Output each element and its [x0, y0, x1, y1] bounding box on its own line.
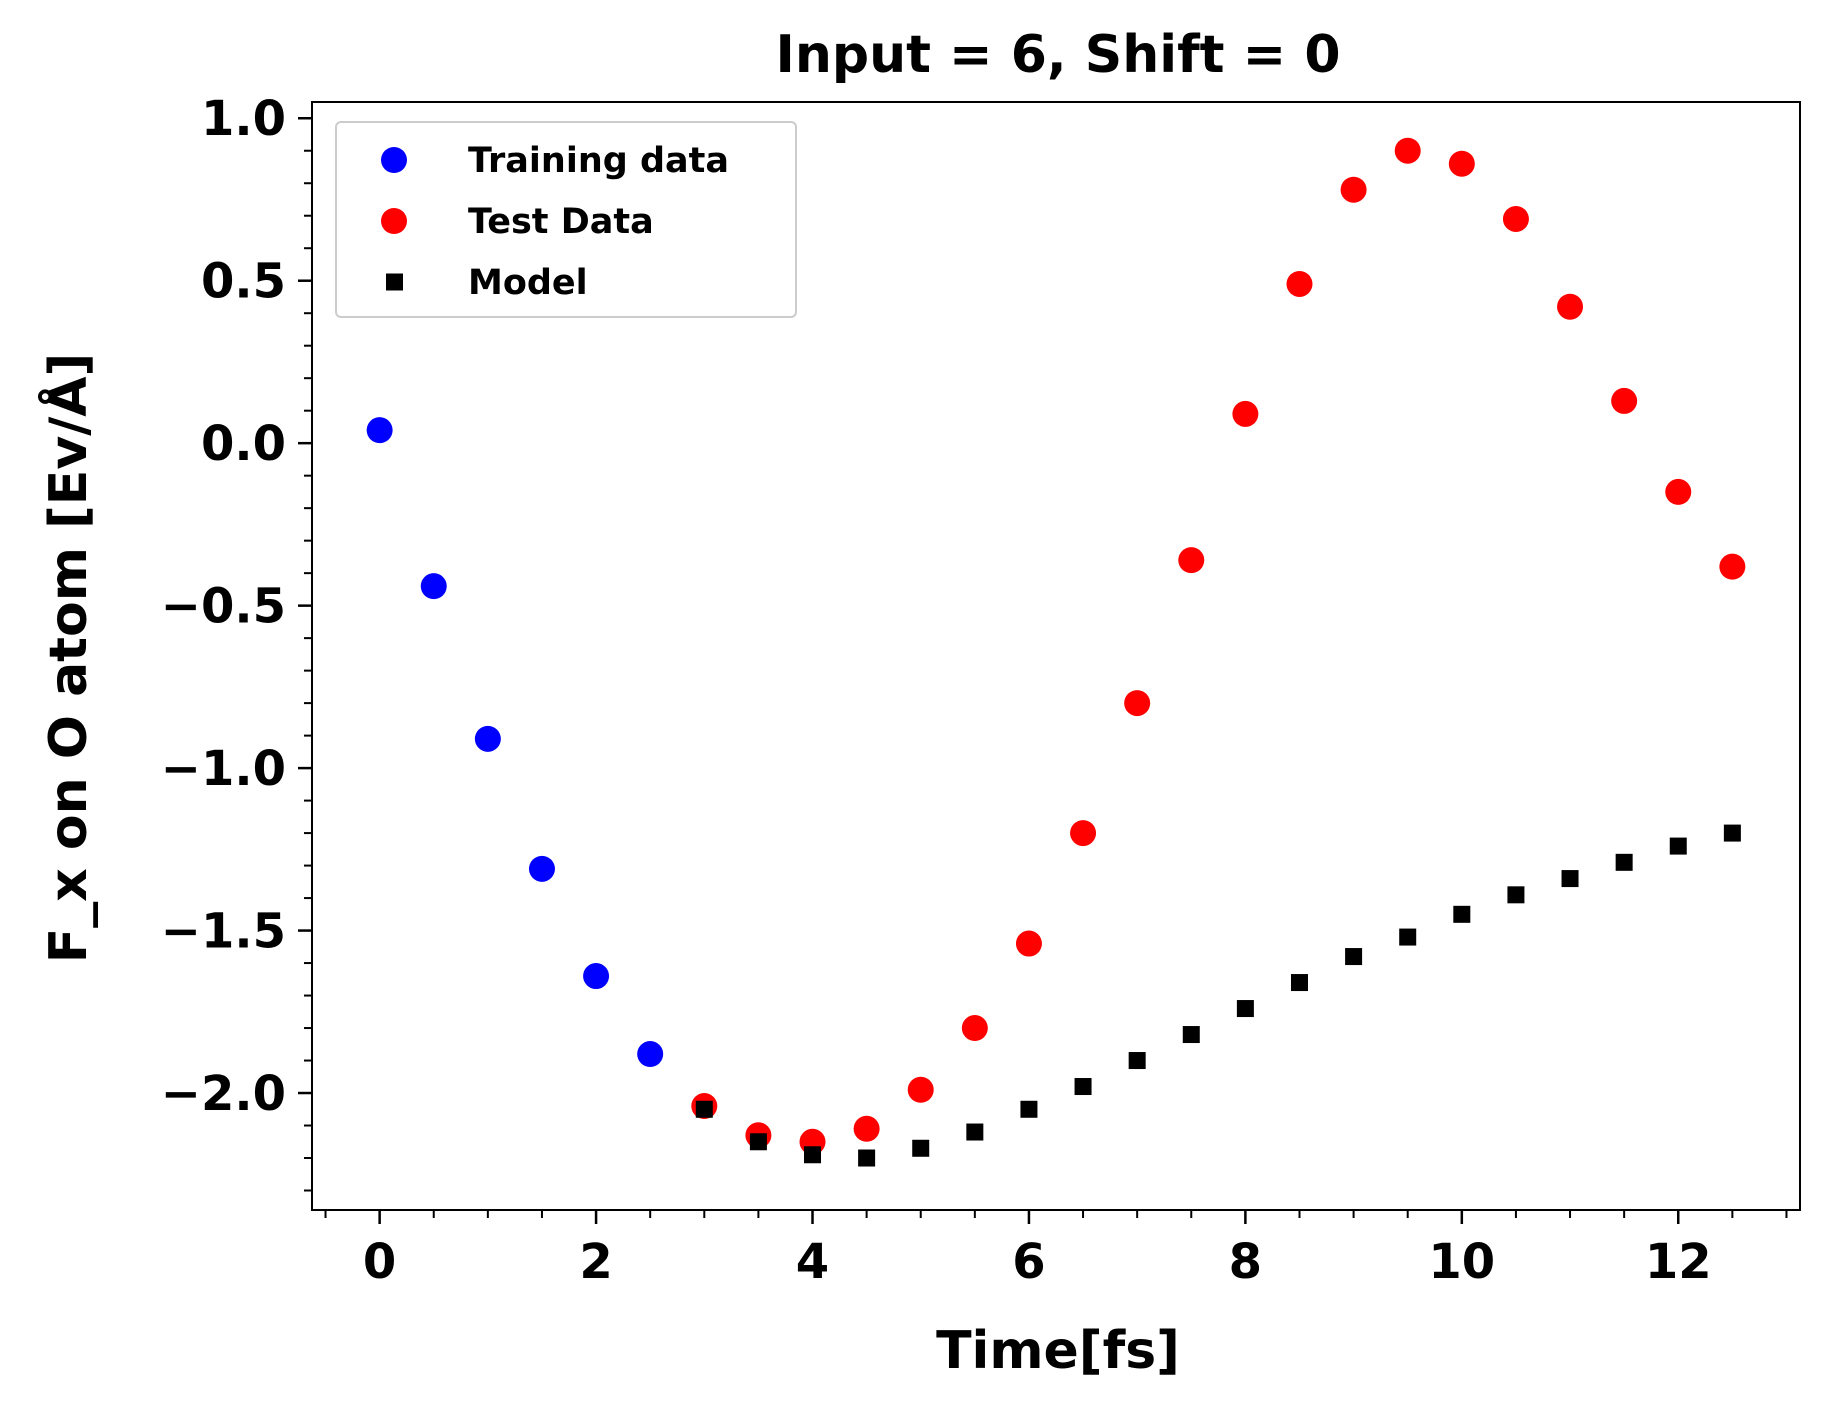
legend-model-marker — [386, 273, 403, 291]
y-tick-label: −1.0 — [161, 741, 286, 797]
test-data-point — [1015, 930, 1042, 957]
x-tick-label: 6 — [1012, 1234, 1045, 1290]
test-data-point — [1557, 293, 1584, 320]
x-tick-label: 8 — [1229, 1234, 1262, 1290]
test-data-point — [853, 1115, 880, 1142]
test-data-point — [1719, 553, 1746, 580]
y-tick-label: −1.5 — [161, 904, 286, 960]
chart-title: Input = 6, Shift = 0 — [775, 25, 1340, 85]
model-point — [804, 1146, 822, 1164]
test-data-point — [1394, 137, 1421, 164]
x-tick-label: 2 — [579, 1234, 612, 1290]
test-data-point — [1502, 205, 1529, 232]
training-data-point — [583, 963, 610, 990]
y-tick-label: 0.5 — [201, 254, 286, 310]
model-point — [1074, 1078, 1092, 1096]
model-point — [1453, 905, 1471, 923]
y-tick-label: 0.0 — [201, 416, 286, 472]
training-data-point — [420, 573, 447, 600]
test-data-point — [1448, 150, 1475, 177]
model-point — [1182, 1026, 1200, 1044]
test-data-point — [961, 1015, 988, 1042]
plot-frame — [311, 101, 1801, 1211]
training-data-point — [366, 417, 393, 444]
training-data-point — [637, 1041, 664, 1068]
test-data-point — [1232, 400, 1259, 427]
test-data-point — [1665, 478, 1692, 505]
legend-model-label: Model — [468, 263, 588, 303]
model-point — [1290, 974, 1308, 992]
test-data-point — [1178, 547, 1205, 574]
legend-box — [335, 121, 797, 318]
model-point — [1399, 928, 1417, 946]
training-data-point — [528, 855, 555, 882]
test-data-point — [1340, 176, 1367, 203]
y-tick-label: 1.0 — [201, 91, 286, 147]
x-axis-label: Time[fs] — [936, 1321, 1180, 1381]
y-axis-label: F_x on O atom [Ev/Å] — [38, 353, 99, 963]
model-point — [966, 1123, 984, 1141]
test-data-point — [1124, 690, 1151, 717]
x-tick-label: 12 — [1645, 1234, 1712, 1290]
training-data-point — [474, 725, 501, 752]
legend-training-data-marker — [381, 147, 407, 173]
model-point — [1236, 1000, 1254, 1018]
y-tick-label: −0.5 — [161, 579, 286, 635]
model-point — [695, 1100, 713, 1118]
test-data-point — [1286, 270, 1313, 297]
legend-test-data-marker — [381, 208, 407, 234]
test-data-point — [1611, 387, 1638, 414]
model-point — [1615, 853, 1633, 871]
y-tick-label: −2.0 — [161, 1066, 286, 1122]
model-point — [1561, 870, 1579, 888]
model-point — [1128, 1052, 1146, 1070]
legend-training-data-label: Training data — [468, 141, 729, 181]
test-data-point — [907, 1076, 934, 1103]
model-point — [749, 1133, 767, 1151]
model-point — [1723, 824, 1741, 842]
x-tick-label: 0 — [363, 1234, 396, 1290]
plot-area: 0 2 4 6 8 10 12 1.0 0.5 0.0 −0.5 −1.0 −1.5 −2.0 Traini… — [161, 91, 1801, 1290]
model-point — [1345, 948, 1363, 966]
legend-test-data-label: Test Data — [468, 202, 654, 242]
model-point — [1020, 1100, 1038, 1118]
model-point — [912, 1139, 930, 1157]
test-data-point — [1070, 820, 1097, 847]
model-point — [858, 1149, 876, 1167]
x-tick-label: 4 — [796, 1234, 829, 1290]
model-point — [1669, 837, 1687, 855]
x-tick-label: 10 — [1428, 1234, 1495, 1290]
legend: Training data Test Data Model — [335, 121, 797, 318]
model-point — [1507, 886, 1525, 904]
